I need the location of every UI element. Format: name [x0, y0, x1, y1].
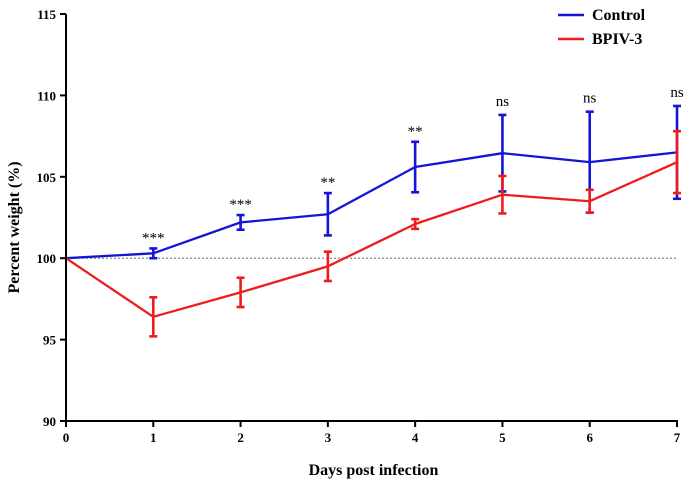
legend-label: Control — [592, 7, 646, 24]
y-tick-label: 100 — [37, 251, 57, 266]
x-tick-label: 6 — [586, 430, 593, 445]
significance-label: ns — [496, 94, 510, 110]
y-axis-title: Percent weight (%) — [6, 161, 23, 293]
x-tick-label: 7 — [674, 430, 681, 445]
significance-label: *** — [142, 230, 165, 246]
error-bar-control — [236, 213, 245, 232]
significance-label: ns — [583, 91, 597, 107]
x-tick-label: 2 — [237, 430, 244, 445]
error-bar-control — [323, 191, 332, 237]
series-line-control — [65, 151, 678, 260]
error-bar-bpiv-3 — [585, 188, 594, 214]
y-tick-label: 95 — [43, 333, 57, 348]
series-control — [65, 104, 681, 260]
error-bar-control — [411, 140, 420, 194]
legend-label: BPIV-3 — [592, 31, 642, 48]
error-bar-bpiv-3 — [323, 250, 332, 283]
y-tick-label: 110 — [37, 88, 56, 103]
legend: Control BPIV-3 — [558, 7, 646, 48]
significance-label: *** — [229, 197, 252, 213]
x-tick-label: 3 — [325, 430, 332, 445]
x-axis-title: Days post infection — [309, 462, 439, 479]
significance-label: ** — [408, 124, 423, 140]
error-bar-bpiv-3 — [673, 129, 681, 195]
x-tick-label: 5 — [499, 430, 506, 445]
y-tick-label: 105 — [37, 170, 57, 185]
error-bar-bpiv-3 — [236, 276, 245, 309]
annotations-group: **********ns ns ns — [142, 85, 684, 246]
error-bar-bpiv-3 — [149, 295, 158, 338]
error-bar-bpiv-3 — [411, 217, 420, 231]
error-bar-bpiv-3 — [498, 174, 507, 215]
x-tick-label: 1 — [150, 430, 157, 445]
series-line-bpiv-3 — [65, 161, 678, 318]
y-tick-label: 90 — [43, 414, 56, 429]
x-tick-label: 0 — [63, 430, 70, 445]
error-bar-control — [149, 247, 158, 260]
ticks-group: 90 95 100 105 110 115 0 1 2 3 4 5 6 7 — [37, 7, 681, 445]
series-group — [65, 104, 681, 338]
x-tick-label: 4 — [412, 430, 419, 445]
y-tick-label: 115 — [37, 7, 56, 22]
significance-label: ** — [320, 175, 335, 191]
series-bpiv-3 — [65, 129, 681, 338]
significance-label: ns — [670, 85, 684, 101]
